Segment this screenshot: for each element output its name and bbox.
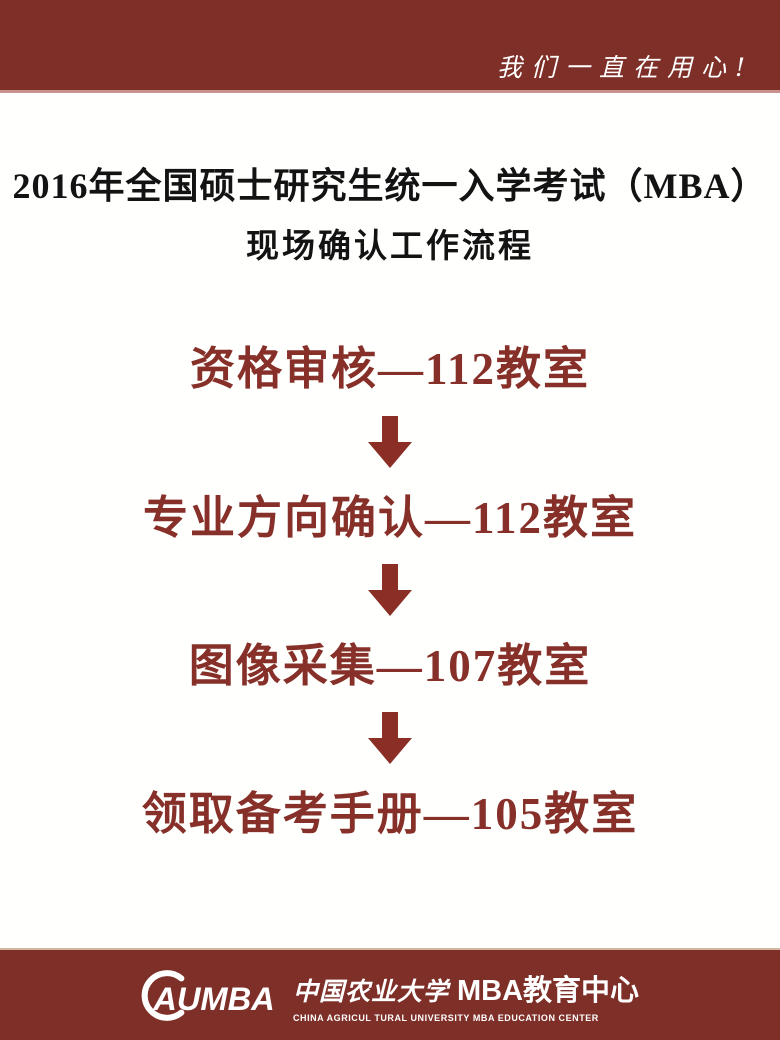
step-separator: — xyxy=(376,640,424,691)
title-mba: MBA xyxy=(643,166,731,206)
title-cn-part: 年全国硕士研究生统一入学考试（ xyxy=(88,165,644,206)
step-label: 领取备考手册 xyxy=(141,788,424,840)
step-separator: — xyxy=(424,492,472,543)
step-separator: — xyxy=(423,789,471,840)
step-label: 专业方向确认 xyxy=(142,491,425,543)
down-arrow-icon xyxy=(367,712,413,765)
main-content: 2016年全国硕士研究生统一入学考试（MBA） 现场确认工作流程 资格审核—11… xyxy=(0,93,780,948)
footer-band: AUMBA 中国农业大学 MBA教育中心 CHINA AGRICUL TURAL… xyxy=(0,948,780,1040)
step-separator: — xyxy=(377,344,425,395)
process-flow: 资格审核—112教室 专业方向确认—112教室 图像采集—107教室 领取备考手… xyxy=(142,345,639,838)
step-room-suffix: 教室 xyxy=(544,788,639,840)
university-name-en: CHINA AGRICUL TURAL UNIVERSITY MBA EDUCA… xyxy=(292,1013,599,1023)
flow-step-1: 资格审核—112教室 xyxy=(190,345,590,393)
down-arrow-icon xyxy=(367,563,413,616)
down-arrow-icon xyxy=(367,415,413,468)
flow-step-3: 图像采集—107教室 xyxy=(189,642,592,690)
flow-step-4: 领取备考手册—105教室 xyxy=(142,790,639,838)
title-line-1: 2016年全国硕士研究生统一入学考试（MBA） xyxy=(12,165,767,207)
title-close-paren: ） xyxy=(730,165,768,206)
page-title: 2016年全国硕士研究生统一入学考试（MBA） 现场确认工作流程 xyxy=(12,165,767,265)
logo-letters: AUMBA xyxy=(152,980,274,1017)
top-band: 我们一直在用心! xyxy=(0,0,780,93)
title-year: 2016 xyxy=(12,166,89,206)
step-room-number: 107 xyxy=(423,640,498,691)
step-room-suffix: 教室 xyxy=(543,491,638,543)
title-line-2: 现场确认工作流程 xyxy=(246,227,534,265)
step-room-number: 105 xyxy=(470,789,545,840)
university-name-cn: 中国农业大学 xyxy=(292,977,449,1006)
mba-center-name-cn: MBA教育中心 xyxy=(456,975,640,1007)
step-room-suffix: 教室 xyxy=(497,639,592,691)
slogan-text: 我们一直在用心! xyxy=(496,53,754,82)
footer-text-block: 中国农业大学 MBA教育中心 CHINA AGRICUL TURAL UNIVE… xyxy=(293,967,639,1023)
cau-mba-logo-icon: AUMBA xyxy=(141,969,275,1021)
step-room-suffix: 教室 xyxy=(496,343,591,395)
step-label: 图像采集 xyxy=(188,639,377,691)
footer-org-names: 中国农业大学 MBA教育中心 xyxy=(293,967,639,1009)
step-label: 资格审核 xyxy=(189,343,378,395)
step-room-number: 112 xyxy=(424,344,497,395)
flow-step-2: 专业方向确认—112教室 xyxy=(142,491,638,543)
step-room-number: 112 xyxy=(471,492,544,543)
